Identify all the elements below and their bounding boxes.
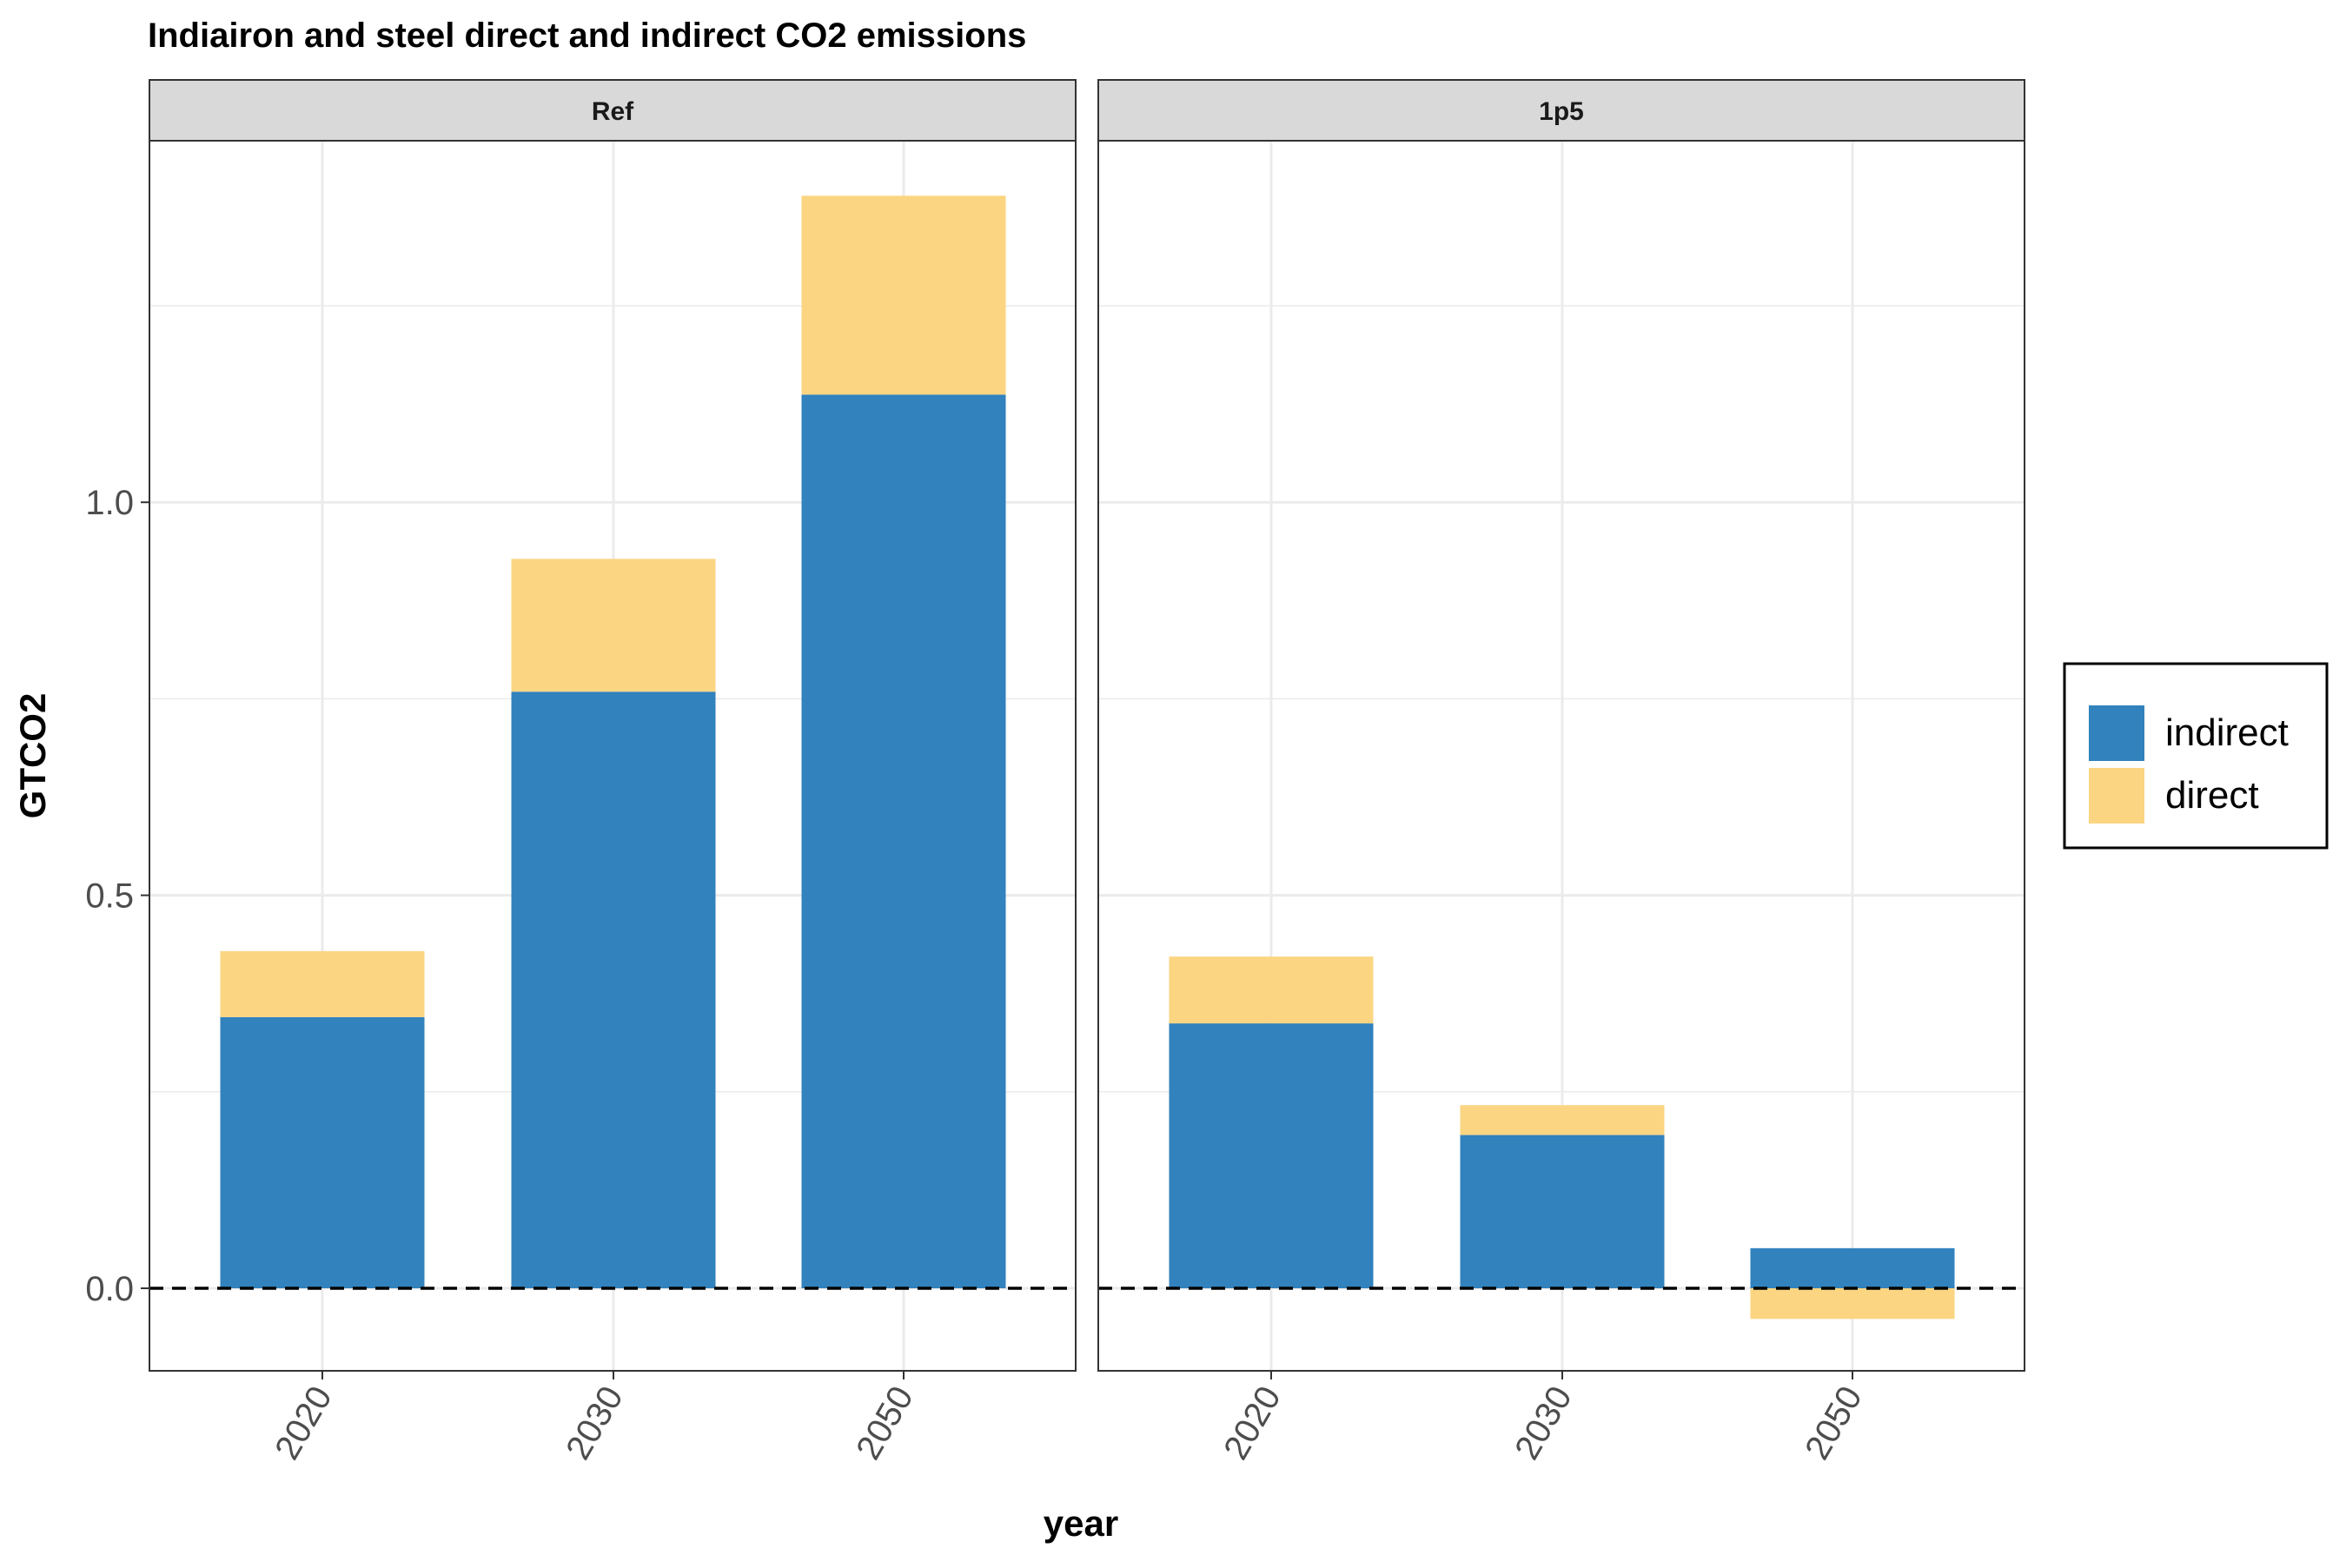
bar-direct-2020 [1169,956,1374,1024]
legend-label-indirect: indirect [2165,711,2289,754]
y-axis-title: GTCO2 [12,693,53,819]
bar-indirect-2050 [801,394,1006,1288]
panels: Ref 2020 2030 2050 1p5 2020 2030 2050 [149,79,2025,1466]
bar-indirect-2050 [1750,1247,1955,1288]
facet-strip [149,79,1077,142]
y-tick-label: 0.0 [85,1270,134,1308]
legend-key-indirect [2089,705,2144,761]
facet-strip [1097,79,2025,142]
x-axis-title: year [1044,1503,1118,1544]
x-tick-label: 2020 [1216,1380,1289,1466]
legend-entries: indirect direct [2089,705,2289,824]
facet-panel-1p5: 1p5 2020 2030 2050 [1097,79,2025,1466]
x-tick-label: 2030 [559,1380,631,1466]
legend-label-direct: direct [2165,774,2259,817]
bar-indirect-2030 [511,691,716,1288]
bar-indirect-2030 [1460,1135,1665,1288]
x-tick-label: 2050 [1798,1380,1870,1466]
facet-label: Ref [592,97,634,126]
bar-direct-2030 [1460,1105,1665,1135]
x-tick-label: 2030 [1508,1380,1580,1466]
chart-title: Indiairon and steel direct and indirect … [148,17,1026,55]
bar-indirect-2020 [220,1016,425,1288]
bar-direct-2050 [801,195,1006,395]
bar-direct-2020 [220,950,425,1017]
facet-label: 1p5 [1539,97,1584,126]
y-tick-label: 1.0 [85,484,134,522]
x-tick-label: 2050 [849,1380,921,1466]
y-tick-label: 0.5 [85,877,134,916]
legend-key-direct [2089,768,2144,824]
facet-panel-ref: Ref 2020 2030 2050 [149,79,1077,1466]
x-tick-label: 2020 [268,1380,340,1466]
legend: indirect direct [2063,662,2329,850]
y-axis: 0.0 0.5 1.0 [85,484,149,1308]
bar-indirect-2020 [1169,1023,1374,1288]
bar-direct-2050 [1750,1287,1955,1320]
bar-direct-2030 [511,559,716,692]
